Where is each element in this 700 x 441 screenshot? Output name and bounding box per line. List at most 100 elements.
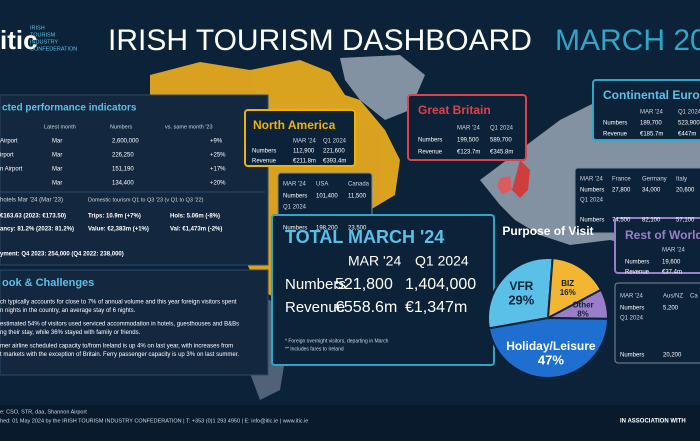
total-value: 521,800: [335, 276, 393, 293]
column-header: Italy: [676, 177, 687, 183]
pie-category: VFR: [509, 279, 533, 293]
pie-category: BIZ: [561, 279, 574, 288]
row-label: Revenue: [625, 270, 650, 276]
row-change: +9%: [210, 139, 223, 145]
row-label: Numbers: [625, 260, 649, 266]
row-label: Numbers: [283, 226, 307, 232]
pie-slice: [487, 257, 554, 330]
row-label: Numbers: [620, 353, 644, 359]
region-value: 34,000: [642, 188, 661, 194]
region-value: €211.8m: [293, 159, 316, 165]
logo-text: TOURISM: [30, 32, 56, 38]
total-title: TOTAL MARCH '24: [285, 227, 444, 247]
region-value: 112,900: [293, 149, 315, 155]
total-value: 1,404,000: [405, 276, 476, 293]
row-label: Revenue: [252, 159, 277, 165]
britain-shape: [512, 160, 530, 198]
column-header: MAR '24: [293, 139, 316, 145]
column-header: Numbers: [110, 124, 133, 130]
domestic-item: Val: €1,473m (-2%): [170, 227, 222, 233]
region-value: 198,200: [316, 226, 338, 232]
domestic-item: Hols: 5.06m (-8%): [170, 214, 220, 220]
outlook-line: n nights in the country, an average stay…: [0, 308, 136, 314]
footer-partner: IN ASSOCIATION WITH: [620, 419, 686, 425]
column-header: Q1 2024: [415, 253, 469, 269]
column-header: Q1 2024: [323, 139, 347, 145]
column-header: MAR '24: [620, 294, 643, 300]
region-value: 27,800: [612, 188, 631, 194]
column-header: Latest month: [44, 124, 76, 130]
region-title: Rest of World: [625, 228, 700, 242]
region-value: 19,600: [662, 260, 681, 266]
column-header: MAR '24: [580, 177, 603, 183]
column-header: vs. same month '23: [165, 124, 213, 130]
column-header: Canada: [348, 182, 370, 188]
row-label: Revenue: [418, 150, 443, 156]
region-value: €37.4m: [662, 270, 682, 276]
domestic-item: Trips: 10.9m (+7%): [88, 214, 141, 220]
row-numbers: 2,600,000: [112, 139, 139, 145]
region-value: 5,200: [663, 306, 679, 312]
panel-title: cted performance indicators: [2, 103, 137, 114]
total-value: €1,347m: [405, 299, 467, 316]
continental-europe-box: [592, 79, 700, 141]
row-change: +17%: [210, 167, 226, 173]
outlook-line: mer airline scheduled capacity to/from I…: [0, 344, 233, 350]
logo: itic: [0, 25, 38, 55]
row-month: Mar: [52, 167, 62, 173]
north-america-box: [244, 109, 356, 167]
column-header: Q1 2024: [283, 205, 307, 211]
row-month: Mar: [52, 181, 62, 187]
row-label: Numbers: [580, 188, 604, 194]
ireland-shape: [497, 176, 512, 194]
column-header: MAR '24: [348, 253, 401, 269]
region-value: 57,100: [676, 218, 695, 224]
great-britain-box: [407, 94, 527, 161]
row-label: Numbers: [580, 218, 604, 224]
outlook-line: estimated 54% of visitors used serviced …: [0, 322, 239, 328]
row-label: Numbers: [283, 194, 307, 200]
outlook-panel: [0, 269, 269, 376]
region-value: 23,500: [348, 226, 367, 232]
row-month: Mar: [52, 153, 62, 159]
region-value: 20,200: [663, 353, 682, 359]
pie-category: Other: [572, 301, 593, 310]
row-label: Revenue: [285, 299, 345, 316]
pie-value-label: 16%: [560, 288, 576, 297]
footer-source: e: CSO, STR, daa, Shannon Airport: [0, 409, 87, 415]
row-name: Airport: [0, 139, 18, 145]
region-value: 523,900: [678, 121, 700, 127]
column-header: Aus/NZ: [663, 294, 683, 300]
region-title: North America: [253, 118, 336, 132]
region-value: 589,700: [490, 138, 512, 144]
column-header: Germany: [642, 177, 667, 183]
column-header: France: [612, 177, 631, 183]
column-header: Q1 2024: [678, 110, 700, 116]
greenland-shape: [340, 55, 425, 120]
outlook-line: t markets with the exception of Britain.…: [0, 352, 239, 358]
logo-text: INDUSTRY: [30, 39, 58, 45]
region-value: €393.4m: [323, 159, 346, 165]
employment: yment: Q4 2023: 254,000 (Q4 2022: 238,00…: [0, 252, 124, 258]
region-value: €447m: [678, 132, 696, 138]
row-label: Numbers: [285, 276, 346, 293]
column-header: MAR '24: [662, 248, 685, 254]
region-value: €345.8m: [490, 150, 513, 156]
row-label: Numbers: [620, 306, 644, 312]
row-change: +20%: [210, 181, 226, 187]
column-header: MAR '24: [457, 126, 480, 132]
hotel-line: ancy: 81.2% (2023: 81.2%): [0, 227, 74, 233]
region-value: 199,500: [457, 138, 479, 144]
outlook-line: ng their stay, while 36% stayed with fam…: [0, 330, 141, 336]
row-numbers: 151,190: [112, 167, 134, 173]
column-header: Ca: [690, 294, 698, 300]
region-value: 189,700: [640, 121, 662, 127]
title: IRISH TOURISM DASHBOARD: [108, 24, 532, 57]
column-header: Q1 2024: [490, 126, 514, 132]
hotel-line: €163.63 (2023: €173.50): [0, 214, 66, 220]
row-month: Mar: [52, 139, 62, 145]
column-header: Q1 2024: [580, 198, 604, 204]
region-value: 11,500: [348, 194, 367, 200]
row-change: +25%: [210, 153, 226, 159]
